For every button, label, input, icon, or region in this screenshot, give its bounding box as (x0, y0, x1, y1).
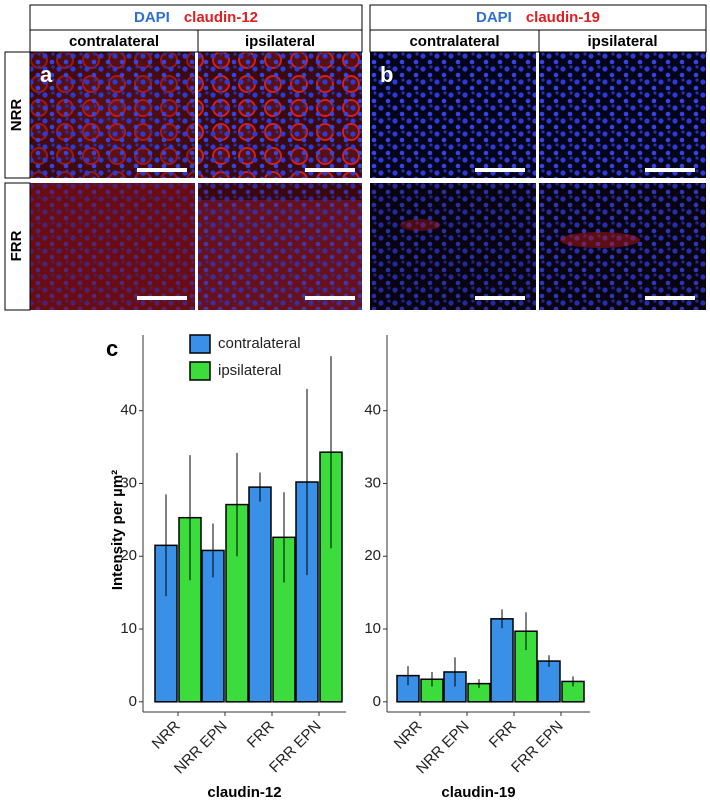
y-tick-label: 30 (364, 474, 381, 491)
image (400, 219, 440, 231)
panel-label: b (380, 62, 393, 87)
panel-label: a (40, 62, 53, 87)
legend-label: ipsilateral (218, 362, 281, 379)
frames (4, 4, 707, 311)
column-header: contralateral (69, 33, 159, 50)
image (198, 183, 362, 310)
y-tick-label: 40 (120, 402, 137, 419)
y-tick-label: 20 (364, 547, 381, 564)
panel-label: c (106, 336, 118, 361)
legend-label: contralateral (218, 335, 301, 352)
stain-header: DAPI claudin-19 (476, 9, 600, 26)
column-header: ipsilateral (245, 33, 315, 50)
bar (248, 486, 272, 703)
stain: DAPI (134, 9, 170, 26)
row-header: FRR (8, 230, 25, 261)
image (370, 183, 536, 310)
scale-bars (137, 168, 695, 300)
stain: claudin-12 (184, 9, 258, 26)
stain: DAPI (476, 9, 512, 26)
x-tick-label: FRR EPN (508, 718, 567, 777)
bar (490, 618, 514, 703)
image (30, 52, 195, 178)
stain: claudin-19 (526, 9, 600, 26)
y-tick-label: 10 (364, 620, 381, 637)
image (198, 52, 362, 178)
x-axis-title: claudin-12 (207, 784, 281, 801)
x-tick-label: FRR (244, 717, 278, 751)
column-header: contralateral (409, 33, 499, 50)
x-tick-label: FRR (486, 717, 520, 751)
x-tick-label: FRR EPN (266, 718, 325, 777)
x-tick-label: NRR (149, 717, 184, 752)
y-tick-label: 0 (129, 693, 137, 710)
y-tick-label: 0 (373, 693, 381, 710)
stain-header: DAPI claudin-12 (134, 9, 258, 26)
y-tick-label: 30 (120, 474, 137, 491)
y-tick-label: 40 (364, 402, 381, 419)
x-tick-label: NRR (391, 717, 426, 752)
image (30, 183, 195, 310)
row-header: NRR (8, 99, 25, 132)
image (560, 232, 640, 248)
micrographs (4, 4, 707, 311)
bar (537, 660, 561, 703)
y-tick-label: 20 (120, 547, 137, 564)
image (370, 52, 536, 178)
legend-swatch (189, 334, 211, 354)
y-tick-label: 10 (120, 620, 137, 637)
x-axis-title: claudin-19 (441, 784, 515, 801)
y-axis-title: Intensity per µm² (109, 470, 126, 590)
image (539, 52, 706, 178)
legend-swatch (189, 361, 211, 381)
column-header: ipsilateral (587, 33, 657, 50)
